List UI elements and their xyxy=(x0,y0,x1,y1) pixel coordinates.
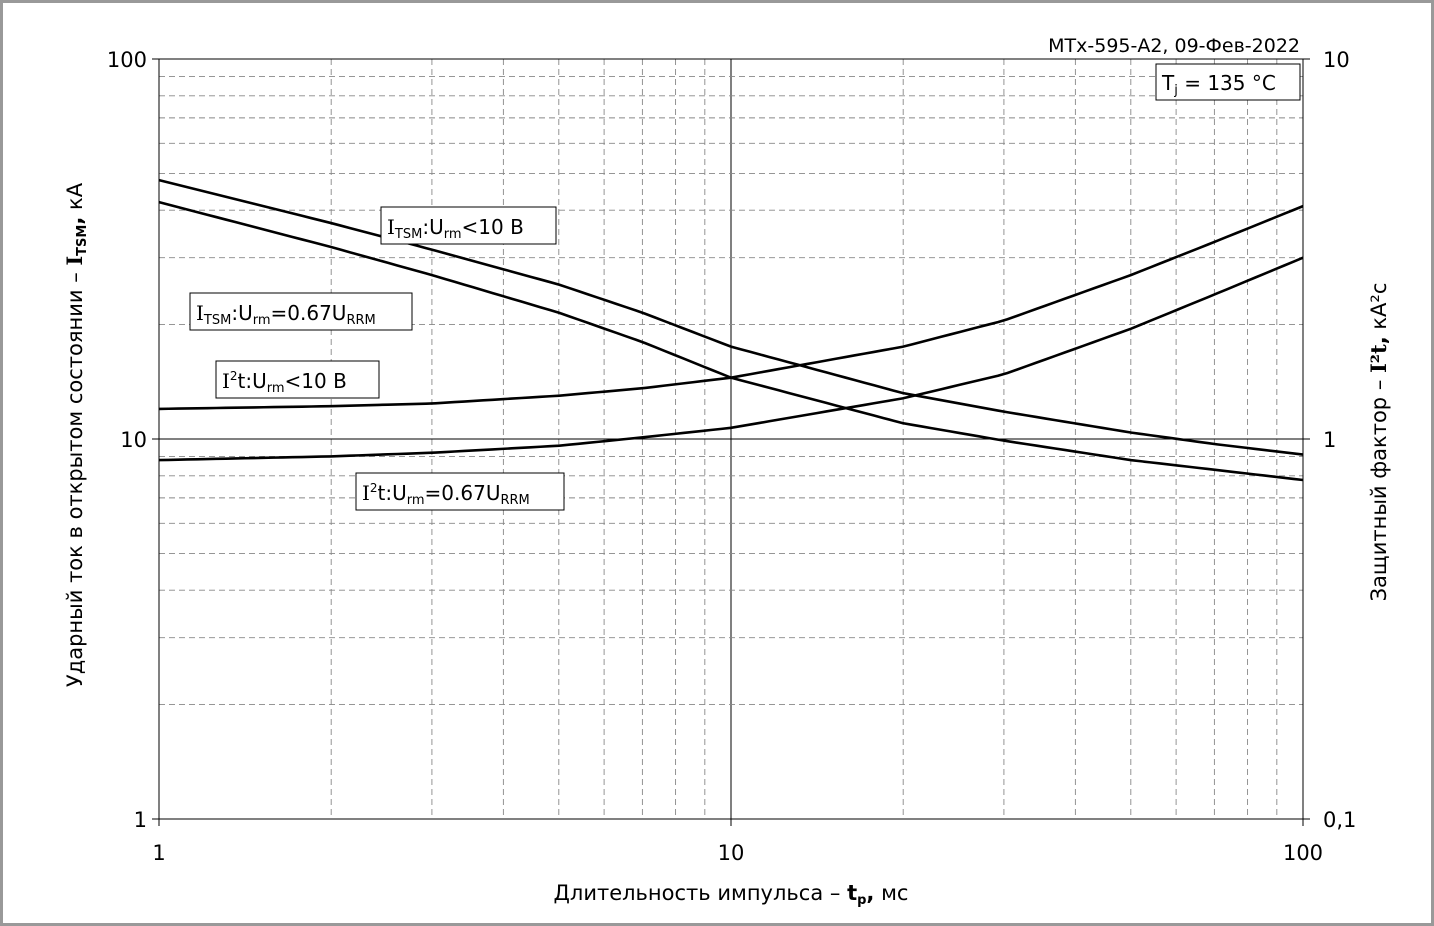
y-right-tick-label: 0,1 xyxy=(1323,808,1356,832)
y-left-tick-label: 100 xyxy=(107,48,147,72)
y-right-tick-label: 10 xyxy=(1323,48,1350,72)
ylabel-left-unit: кА xyxy=(63,182,87,216)
lbl4-pre: I xyxy=(362,481,370,505)
xlabel-bold-after: , xyxy=(866,881,874,905)
svg-text:ITSM:Urm<10 В: ITSM:Urm<10 В xyxy=(387,215,524,242)
lbl2-post: =0.67U xyxy=(271,301,347,325)
lbl3-post: <10 В xyxy=(285,369,347,393)
series-line-4 xyxy=(158,256,1304,462)
ylabel-left-text: Ударный ток в открытом состоянии – xyxy=(63,266,87,687)
lbl4-post: =0.67U xyxy=(425,481,501,505)
lbl1-pre: I xyxy=(387,215,395,239)
lbl2-sub1: TSM xyxy=(203,313,231,328)
x-tick-label: 1 xyxy=(152,841,165,865)
ylabel-right-text: Защитный фактор – xyxy=(1367,373,1391,601)
tj-value: = 135 °C xyxy=(1178,71,1276,95)
svg-text:Tj = 135 °C: Tj = 135 °C xyxy=(1161,71,1276,98)
lbl2-pre: I xyxy=(196,301,204,325)
ylabel-left-bold: I xyxy=(62,256,87,266)
tick-marks xyxy=(152,58,1310,826)
ylabel-left-bold-after: , xyxy=(63,217,87,225)
svg-text:ITSM:Urm=0.67URRM: ITSM:Urm=0.67URRM xyxy=(196,301,376,328)
xlabel-text: Длительность импульса – xyxy=(554,881,848,905)
tj-label: T xyxy=(1161,71,1175,95)
lbl3-sup: 2 xyxy=(230,369,238,383)
x-tick-label: 100 xyxy=(1283,841,1323,865)
lbl1-sub1: TSM xyxy=(394,227,422,242)
lbl2-sub2: rm xyxy=(253,313,271,328)
doc-id: МТх-595-А2, 09-Фев-2022 xyxy=(1048,35,1300,57)
lbl1-post: <10 В xyxy=(462,215,524,239)
label-itsm-067: ITSM:Urm=0.67URRM xyxy=(189,292,413,331)
label-i2t-10v: I2t:Urm<10 В xyxy=(215,360,380,399)
lbl3-sub2: rm xyxy=(267,381,285,396)
y-axis-right-label: Защитный фактор – I²t, кА²с xyxy=(1366,283,1391,602)
svg-text:I2t:Urm=0.67URRM: I2t:Urm=0.67URRM xyxy=(362,481,530,508)
svg-text:I2t:Urm<10 В: I2t:Urm<10 В xyxy=(222,369,347,396)
xlabel-bold: t xyxy=(847,881,857,905)
lbl4-sub2: rm xyxy=(407,493,425,508)
lbl2-sub3: RRM xyxy=(346,313,375,328)
ylabel-right-unit: кА²с xyxy=(1367,283,1391,337)
ylabel-right-bold-after: , xyxy=(1367,336,1391,344)
series-lines xyxy=(158,178,1304,482)
y-right-tick-label: 1 xyxy=(1323,428,1336,452)
label-i2t-067: I2t:Urm=0.67URRM xyxy=(355,472,565,511)
ylabel-left-bold-sub: TSM xyxy=(75,225,90,256)
x-axis-label: Длительность импульса – tp, мс xyxy=(554,881,909,908)
series-line-1 xyxy=(158,178,1304,456)
lbl4-sub3: RRM xyxy=(500,493,529,508)
series-line-3 xyxy=(158,204,1304,411)
y-axis-left-label: Ударный ток в открытом состоянии – ITSM,… xyxy=(62,182,90,687)
xlabel-bold-sub: p xyxy=(857,893,866,908)
lbl3-mid: t:U xyxy=(238,369,267,393)
ylabel-right-bold: I²t xyxy=(1366,344,1391,373)
xlabel-unit: мс xyxy=(874,881,908,905)
lbl3-pre: I xyxy=(222,369,230,393)
tj-sub: j xyxy=(1173,83,1178,98)
lbl2-mid: :U xyxy=(231,301,252,325)
y-left-tick-label: 1 xyxy=(134,808,147,832)
grid xyxy=(159,59,1303,819)
tj-box: Tj = 135 °C xyxy=(1155,63,1301,101)
lbl1-mid: :U xyxy=(422,215,443,239)
lbl4-mid: t:U xyxy=(378,481,407,505)
lbl4-sup: 2 xyxy=(370,481,378,495)
x-tick-label: 10 xyxy=(718,841,745,865)
y-left-tick-label: 10 xyxy=(120,428,147,452)
lbl1-sub2: rm xyxy=(444,227,462,242)
label-itsm-10v: ITSM:Urm<10 В xyxy=(380,206,557,245)
